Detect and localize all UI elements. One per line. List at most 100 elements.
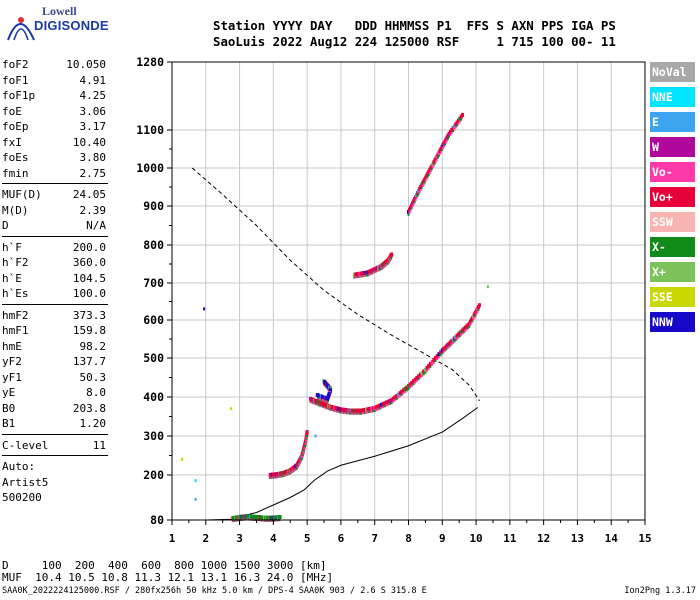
echo-mark <box>323 406 326 409</box>
echo-mark <box>408 211 411 214</box>
echo-mark <box>339 411 342 414</box>
noise-point <box>314 434 317 438</box>
param-value: 4.91 <box>79 73 107 87</box>
legend-item: E <box>650 112 695 132</box>
echo-mark <box>328 388 332 393</box>
echo-mark <box>384 260 388 265</box>
echo-mark <box>251 514 255 519</box>
echo-mark <box>324 400 327 403</box>
x-tick-label: 8 <box>405 532 412 545</box>
echo-mark <box>322 406 325 409</box>
echo-mark <box>231 520 234 523</box>
echo-mark <box>440 145 444 150</box>
echo-mark <box>352 272 356 277</box>
echo-mark <box>327 388 330 391</box>
echo-mark <box>270 476 273 479</box>
echo-mark <box>381 402 385 407</box>
echo-mark <box>281 475 284 478</box>
echo-mark <box>304 434 308 439</box>
param-row: fmin 2.75 <box>2 166 108 182</box>
echo-mark <box>439 151 442 153</box>
echo-mark <box>461 112 465 117</box>
echo-mark <box>369 269 373 274</box>
echo-mark <box>319 400 323 405</box>
echo-mark <box>343 411 346 414</box>
echo-mark <box>281 471 285 476</box>
param-row: h`E 104.5 <box>2 271 108 287</box>
echo-mark <box>390 257 393 260</box>
echo-mark <box>417 192 420 195</box>
echo-mark <box>276 476 279 479</box>
x-tick-label: 9 <box>439 532 446 545</box>
echo-mark <box>326 400 329 403</box>
echo-mark <box>295 463 299 468</box>
echo-mark <box>362 408 366 413</box>
echo-mark <box>259 515 263 520</box>
echo-mark <box>334 410 337 413</box>
echo-mark <box>369 410 372 413</box>
echo-mark <box>365 270 369 275</box>
echo-mark <box>275 472 279 477</box>
echo-mark <box>361 408 365 413</box>
echo-mark <box>271 519 274 522</box>
echo-mark <box>435 158 438 161</box>
echo-mark <box>305 437 308 440</box>
echo-mark <box>266 515 270 520</box>
echo-mark <box>458 116 462 121</box>
echo-mark <box>357 412 360 415</box>
echo-mark <box>441 143 445 148</box>
echo-mark <box>290 466 294 471</box>
echo-mark <box>300 458 303 461</box>
echo-mark <box>302 452 305 455</box>
echo-mark <box>278 471 282 476</box>
echo-mark <box>238 519 241 521</box>
echo-mark <box>342 407 346 412</box>
echo-mark <box>434 156 438 161</box>
echo-mark <box>352 408 356 413</box>
echo-mark <box>388 259 391 262</box>
echo-mark <box>381 262 385 267</box>
echo-mark <box>388 255 392 260</box>
virtual-height-model-layer <box>191 167 480 402</box>
echo-mark <box>332 405 336 410</box>
echo-mark <box>391 396 395 401</box>
header-line-1: Station YYYY DAY DDD HHMMSS P1 FFS S AXN… <box>213 18 616 33</box>
echo-mark <box>393 399 396 402</box>
echo-mark <box>387 261 390 264</box>
echo-mark <box>422 179 426 184</box>
logo-digisonde-text: DIGISONDE <box>34 18 109 33</box>
echo-mark <box>410 207 413 210</box>
echo-mark <box>460 333 463 336</box>
echo-mark <box>305 435 308 438</box>
echo-mark <box>282 475 285 478</box>
echo-mark <box>418 190 421 193</box>
echo-mark <box>395 393 399 398</box>
echo-mark <box>329 390 332 393</box>
echo-mark <box>336 410 339 413</box>
echo-mark <box>335 410 338 413</box>
echo-mark <box>326 394 330 399</box>
echo-mark <box>434 360 437 362</box>
echo-mark <box>275 515 279 520</box>
echo-mark <box>327 403 331 408</box>
echo-mark <box>409 209 412 212</box>
param-name: h`Es <box>2 287 29 300</box>
param-row: foF2 10.050 <box>2 57 108 73</box>
echo-mark <box>242 514 246 519</box>
echo-mark <box>270 472 274 477</box>
echo-mark <box>327 392 331 397</box>
echo-mark <box>283 474 286 477</box>
echo-mark <box>448 345 451 348</box>
echo-mark <box>300 453 304 458</box>
param-row: B0 203.8 <box>2 401 108 417</box>
echo-mark <box>289 472 292 475</box>
echo-mark <box>325 386 328 389</box>
echo-mark <box>470 316 474 321</box>
echo-mark <box>421 374 424 377</box>
echo-mark <box>475 312 478 315</box>
echo-mark <box>405 389 408 392</box>
param-value: 159.8 <box>72 324 106 337</box>
echo-mark <box>255 515 259 520</box>
echo-mark <box>354 412 357 415</box>
echo-mark <box>280 471 284 476</box>
